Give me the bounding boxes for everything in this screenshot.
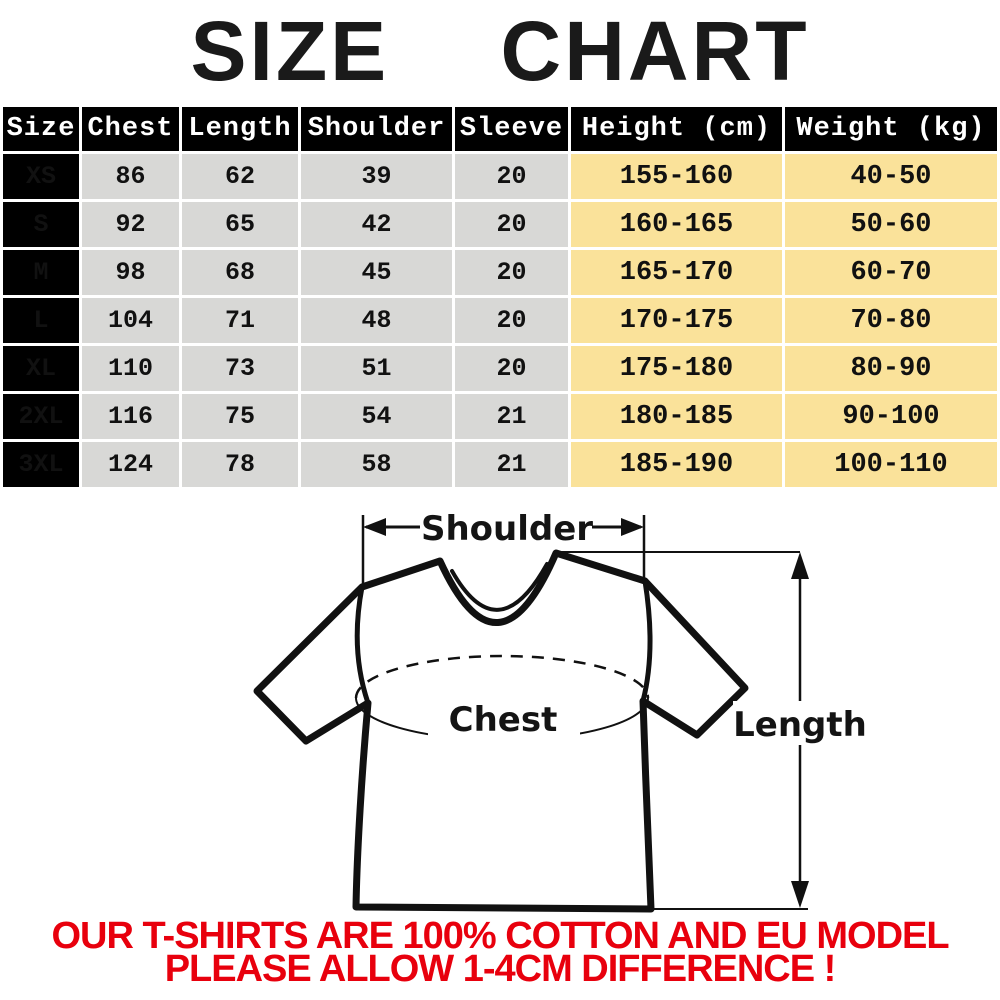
- table-row-m: M 98 68 45 20 165-170 60-70: [3, 250, 997, 295]
- footer-note: OUR T-SHIRTS ARE 100% COTTON AND EU MODE…: [0, 915, 1000, 990]
- size-label: M: [3, 250, 79, 295]
- shoulder-value: 45: [301, 250, 452, 295]
- table-row-xs: XS 86 62 39 20 155-160 40-50: [3, 154, 997, 199]
- length-value: 71: [182, 298, 298, 343]
- height-range: 160-165: [571, 202, 782, 247]
- weight-range: 80-90: [785, 346, 997, 391]
- height-range: 180-185: [571, 394, 782, 439]
- chest-value: 104: [82, 298, 179, 343]
- length-value: 65: [182, 202, 298, 247]
- shoulder-label-mask: [420, 506, 592, 548]
- footer-line-1: OUR T-SHIRTS ARE 100% COTTON AND EU MODE…: [51, 915, 949, 957]
- column-header-length: Length: [182, 107, 298, 151]
- sleeve-value: 20: [455, 154, 568, 199]
- chest-label: Chest: [449, 700, 558, 740]
- tshirt-measurement-diagram: Chest Shoulder Length: [0, 495, 1000, 925]
- shoulder-value: 58: [301, 442, 452, 487]
- size-label: L: [3, 298, 79, 343]
- size-label: S: [3, 202, 79, 247]
- length-value: 78: [182, 442, 298, 487]
- sleeve-value: 20: [455, 346, 568, 391]
- shoulder-arrowhead-right: [621, 518, 644, 536]
- chest-value: 86: [82, 154, 179, 199]
- table-row-2xl: 2XL 116 75 54 21 180-185 90-100: [3, 394, 997, 439]
- length-label: Length: [733, 705, 867, 745]
- height-range: 185-190: [571, 442, 782, 487]
- chest-value: 98: [82, 250, 179, 295]
- chest-value: 116: [82, 394, 179, 439]
- length-arrowhead-down: [791, 881, 809, 908]
- chest-label-mask: [428, 696, 580, 746]
- size-label: XL: [3, 346, 79, 391]
- sleeve-value: 20: [455, 298, 568, 343]
- sleeve-value: 21: [455, 442, 568, 487]
- length-label-mask: [733, 701, 868, 745]
- header-row: Size Chest Length Shoulder Sleeve Height…: [3, 107, 997, 151]
- weight-range: 60-70: [785, 250, 997, 295]
- shoulder-label: Shoulder: [421, 509, 593, 549]
- shoulder-value: 42: [301, 202, 452, 247]
- shoulder-value: 54: [301, 394, 452, 439]
- size-label: XS: [3, 154, 79, 199]
- chest-value: 110: [82, 346, 179, 391]
- length-value: 75: [182, 394, 298, 439]
- chest-value: 124: [82, 442, 179, 487]
- length-value: 62: [182, 154, 298, 199]
- length-value: 73: [182, 346, 298, 391]
- height-range: 175-180: [571, 346, 782, 391]
- armhole-seam-left: [354, 584, 371, 706]
- size-label: 2XL: [3, 394, 79, 439]
- sleeve-value: 20: [455, 202, 568, 247]
- collar-inner-line: [450, 562, 549, 612]
- sleeve-value: 21: [455, 394, 568, 439]
- shoulder-value: 39: [301, 154, 452, 199]
- height-range: 170-175: [571, 298, 782, 343]
- chest-value: 92: [82, 202, 179, 247]
- weight-range: 50-60: [785, 202, 997, 247]
- column-header-size: Size: [3, 107, 79, 151]
- weight-range: 100-110: [785, 442, 997, 487]
- shoulder-arrowhead-left: [363, 518, 386, 536]
- column-header-chest: Chest: [82, 107, 179, 151]
- page-title: SIZE CHART: [190, 4, 810, 98]
- length-value: 68: [182, 250, 298, 295]
- column-header-height: Height (cm): [571, 107, 782, 151]
- height-range: 165-170: [571, 250, 782, 295]
- size-table-header: Size Chest Length Shoulder Sleeve Height…: [3, 107, 997, 151]
- table-row-l: L 104 71 48 20 170-175 70-80: [3, 298, 997, 343]
- table-row-xl: XL 110 73 51 20 175-180 80-90: [3, 346, 997, 391]
- shoulder-value: 51: [301, 346, 452, 391]
- weight-range: 40-50: [785, 154, 997, 199]
- size-label: 3XL: [3, 442, 79, 487]
- sleeve-value: 20: [455, 250, 568, 295]
- length-arrowhead-up: [791, 552, 809, 579]
- column-header-sleeve: Sleeve: [455, 107, 568, 151]
- shoulder-value: 48: [301, 298, 452, 343]
- weight-range: 70-80: [785, 298, 997, 343]
- column-header-weight: Weight (kg): [785, 107, 997, 151]
- table-row-s: S 92 65 42 20 160-165 50-60: [3, 202, 997, 247]
- size-table-body: XS 86 62 39 20 155-160 40-50 S 92 65 42 …: [3, 154, 997, 487]
- column-header-shoulder: Shoulder: [301, 107, 452, 151]
- armhole-seam-right: [640, 578, 653, 704]
- size-table: Size Chest Length Shoulder Sleeve Height…: [0, 104, 1000, 490]
- height-range: 155-160: [571, 154, 782, 199]
- footer-line-2: PLEASE ALLOW 1-4CM DIFFERENCE !: [164, 948, 837, 990]
- weight-range: 90-100: [785, 394, 997, 439]
- chest-ellipse-dashed: [354, 654, 650, 699]
- table-row-3xl: 3XL 124 78 58 21 185-190 100-110: [3, 442, 997, 487]
